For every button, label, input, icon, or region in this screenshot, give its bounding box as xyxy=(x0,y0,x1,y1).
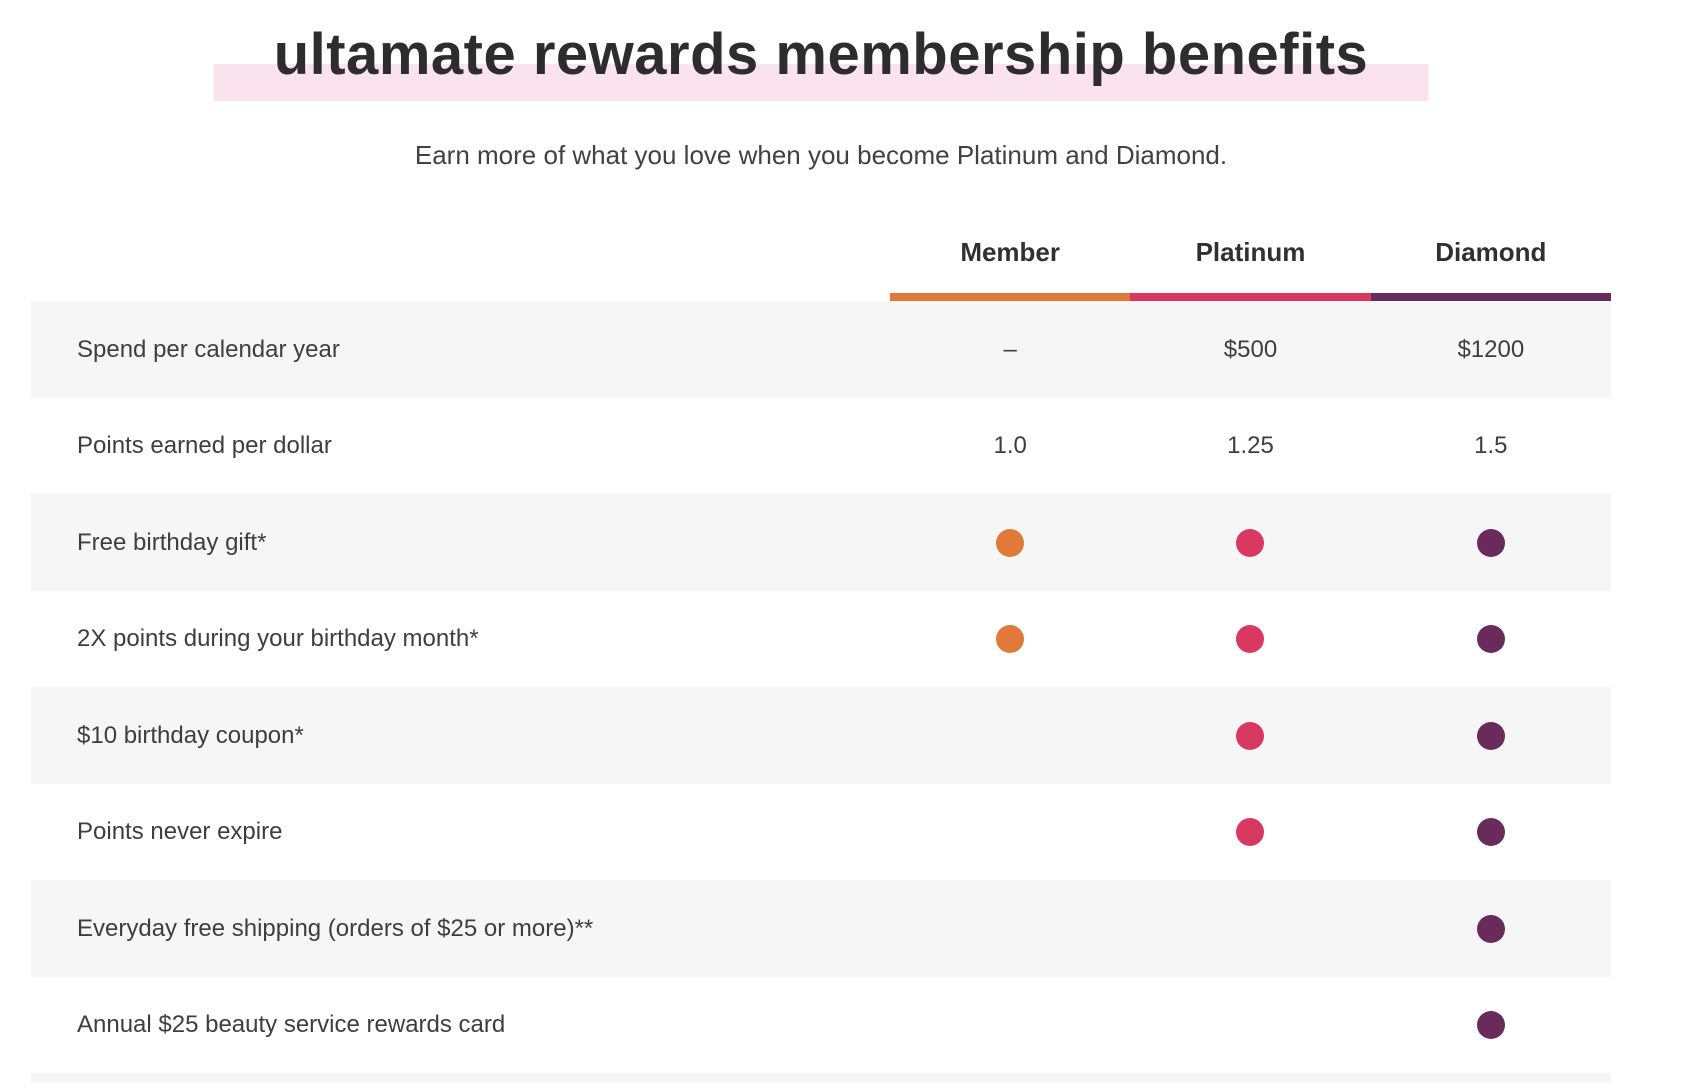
benefit-dot-diamond xyxy=(1476,528,1505,557)
benefit-row: Points earned per dollar 1.0 1.25 1.5 xyxy=(31,397,1611,495)
diamond-value-cell: $1200 xyxy=(1457,335,1525,363)
benefit-dot-diamond xyxy=(1476,818,1505,847)
platinum-value-cell xyxy=(1130,721,1370,750)
benefits-table-body: Spend per calendar year – $500 $1200 Poi… xyxy=(31,301,1611,1074)
benefit-dot-diamond xyxy=(1476,914,1505,943)
benefit-row: Annual $25 beauty service rewards card xyxy=(31,976,1611,1074)
page-title: ultamate rewards membership benefits xyxy=(273,22,1369,87)
platinum-value-cell: $500 xyxy=(1223,335,1278,363)
benefit-dot-platinum xyxy=(1236,721,1265,750)
benefit-row: $10 birthday coupon* xyxy=(31,687,1611,784)
benefit-dot-platinum xyxy=(1236,625,1265,654)
benefit-label: Spend per calendar year xyxy=(77,335,340,363)
tier-header-member: Member xyxy=(890,237,1131,302)
benefits-table: Member Platinum Diamond Spend per calend… xyxy=(31,237,1611,1084)
member-value-cell: 1.0 xyxy=(993,432,1027,460)
benefit-label: 2X points during your birthday month* xyxy=(77,625,479,653)
benefit-dot-member xyxy=(996,625,1025,654)
benefit-label: Points earned per dollar xyxy=(77,432,332,460)
benefit-label: Points never expire xyxy=(77,818,283,846)
tier-header-diamond: Diamond xyxy=(1370,237,1611,302)
page-subtitle: Earn more of what you love when you beco… xyxy=(414,140,1228,170)
diamond-value-cell xyxy=(1371,914,1611,943)
platinum-value-cell xyxy=(1130,528,1370,557)
benefit-dot-diamond xyxy=(1476,625,1505,654)
benefit-row: Everyday free shipping (orders of $25 or… xyxy=(31,880,1611,977)
membership-benefits-section: ultamate rewards membership benefits Ear… xyxy=(31,0,1611,1088)
benefit-dot-member xyxy=(996,528,1025,557)
diamond-value-cell xyxy=(1371,818,1611,847)
platinum-value-cell xyxy=(1130,818,1370,847)
diamond-value-cell xyxy=(1371,625,1611,654)
benefit-dot-diamond xyxy=(1476,721,1505,750)
hero: ultamate rewards membership benefits xyxy=(31,0,1611,101)
member-value-cell xyxy=(890,625,1130,654)
benefit-label: Everyday free shipping (orders of $25 or… xyxy=(77,914,594,942)
diamond-value-cell xyxy=(1371,528,1611,557)
benefit-dot-platinum xyxy=(1236,528,1265,557)
next-row-edge xyxy=(31,1073,1611,1084)
title-highlight-band xyxy=(213,64,1429,101)
benefit-row: Free birthday gift* xyxy=(31,494,1611,591)
tier-header-row: Member Platinum Diamond xyxy=(31,237,1611,302)
benefit-row: Spend per calendar year – $500 $1200 xyxy=(31,301,1611,398)
tier-header-platinum: Platinum xyxy=(1130,237,1371,302)
diamond-value-cell xyxy=(1371,721,1611,750)
diamond-value-cell: 1.5 xyxy=(1474,432,1508,460)
benefit-label: $10 birthday coupon* xyxy=(77,721,304,749)
member-value-cell: – xyxy=(1003,335,1017,363)
platinum-value-cell xyxy=(1130,625,1370,654)
benefit-label: Annual $25 beauty service rewards card xyxy=(77,1011,506,1039)
benefit-label: Free birthday gift* xyxy=(77,528,267,556)
diamond-value-cell xyxy=(1371,1011,1611,1040)
member-value-cell xyxy=(890,528,1130,557)
benefit-dot-platinum xyxy=(1236,818,1265,847)
benefit-row: 2X points during your birthday month* xyxy=(31,590,1611,688)
platinum-value-cell: 1.25 xyxy=(1227,432,1274,460)
benefit-row: Points never expire xyxy=(31,783,1611,881)
benefit-dot-diamond xyxy=(1476,1011,1505,1040)
